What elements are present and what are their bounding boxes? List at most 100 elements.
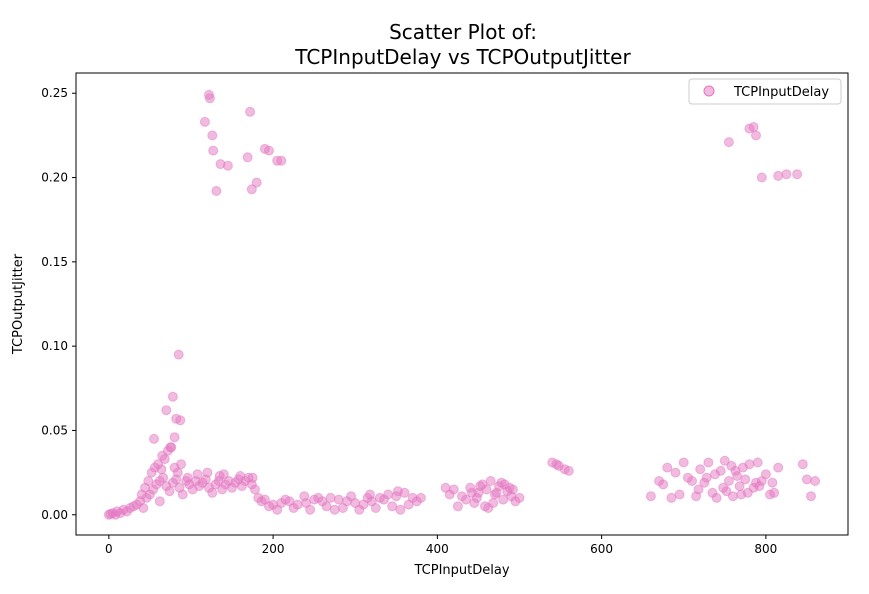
y-tick-label: 0.15 <box>41 255 68 269</box>
data-point <box>154 496 165 507</box>
data-point <box>693 484 704 495</box>
data-point <box>164 486 175 497</box>
data-point <box>674 489 685 500</box>
data-point <box>169 432 180 443</box>
x-tick-label: 400 <box>426 542 449 556</box>
data-point <box>415 492 426 503</box>
data-point <box>288 503 299 513</box>
data-point <box>773 170 784 181</box>
data-point <box>264 145 274 156</box>
y-tick-label: 0.00 <box>41 508 68 522</box>
legend-box <box>688 78 842 105</box>
data-point <box>167 391 178 402</box>
data-point <box>498 494 509 505</box>
data-point <box>718 482 729 493</box>
data-point <box>781 169 792 180</box>
data-point <box>165 442 176 453</box>
data-point <box>710 469 720 480</box>
data-point <box>182 472 193 483</box>
data-point <box>769 487 780 498</box>
data-point <box>730 465 741 476</box>
data-point <box>801 474 812 485</box>
data-point <box>711 492 722 503</box>
data-point <box>740 474 751 485</box>
data-point <box>138 503 149 513</box>
data-point <box>797 459 808 470</box>
data-point <box>176 459 187 470</box>
data-point <box>235 471 246 481</box>
data-point <box>806 491 816 502</box>
data-point <box>687 476 697 486</box>
data-point <box>175 415 186 426</box>
data-point <box>149 433 159 444</box>
data-point <box>719 455 730 466</box>
data-point <box>337 503 348 513</box>
data-point <box>507 484 518 495</box>
data-point <box>773 462 784 473</box>
data-point <box>242 152 253 163</box>
data-point <box>222 160 233 171</box>
y-tick-label: 0.20 <box>41 171 68 185</box>
data-point <box>177 489 188 500</box>
data-point <box>563 465 574 476</box>
data-point <box>246 184 257 195</box>
data-point <box>485 476 496 486</box>
data-point <box>202 467 213 478</box>
data-point <box>280 494 291 505</box>
data-point <box>662 462 673 473</box>
data-point <box>211 186 222 196</box>
data-point <box>207 487 218 498</box>
data-point <box>767 477 778 488</box>
data-point <box>751 130 761 141</box>
data-point <box>756 172 767 183</box>
data-point <box>276 155 287 166</box>
data-point <box>250 484 260 495</box>
legend-label: TCPInputDelay <box>733 85 829 100</box>
data-point <box>499 479 510 490</box>
data-point <box>158 472 169 483</box>
data-point <box>452 501 463 512</box>
data-point <box>157 450 168 461</box>
data-point <box>810 476 821 486</box>
data-point <box>728 491 738 502</box>
data-point <box>247 472 258 483</box>
data-point <box>305 504 316 515</box>
x-tick-label: 200 <box>262 542 285 556</box>
data-point <box>475 481 486 492</box>
data-point <box>645 491 656 502</box>
x-axis-ticks: 0 200 400 600 800 <box>105 535 777 556</box>
chart-title-line1: Scatter Plot of: <box>389 20 537 44</box>
data-point <box>695 464 706 475</box>
data-point <box>207 130 218 141</box>
data-point <box>325 492 336 503</box>
data-point <box>744 459 755 470</box>
data-point <box>251 177 262 188</box>
y-axis-ticks: 0.00 0.05 0.10 0.15 0.20 0.25 <box>41 86 76 522</box>
legend: TCPInputDelay <box>688 78 842 105</box>
data-point <box>703 457 714 468</box>
data-point <box>395 504 406 515</box>
data-point <box>354 504 365 515</box>
data-point <box>379 494 389 505</box>
data-point <box>392 486 403 497</box>
data-point <box>321 501 332 512</box>
data-point <box>365 489 375 500</box>
data-point <box>666 492 677 503</box>
chart-title-line2: TCPInputDelay vs TCPOutputJitter <box>294 45 631 69</box>
data-point <box>333 494 344 505</box>
y-axis-label: TCPOutputJitter <box>11 253 26 355</box>
data-point <box>678 457 689 468</box>
data-point <box>752 457 763 468</box>
x-axis-label: TCPInputDelay <box>413 563 509 578</box>
plot-area-frame <box>75 72 849 536</box>
data-point <box>272 504 283 515</box>
data-point <box>723 476 734 486</box>
data-point <box>143 476 154 486</box>
data-point <box>701 472 712 483</box>
data-point <box>245 106 256 117</box>
y-tick-label: 0.25 <box>41 86 68 100</box>
data-point <box>192 469 203 480</box>
data-point <box>514 492 525 503</box>
y-tick-label: 0.10 <box>41 339 68 353</box>
data-point <box>387 501 398 512</box>
